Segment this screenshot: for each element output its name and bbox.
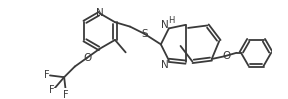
Text: N: N xyxy=(96,8,103,18)
Text: F: F xyxy=(63,90,69,99)
Text: S: S xyxy=(141,29,147,39)
Text: F: F xyxy=(44,70,50,80)
Text: H: H xyxy=(168,16,175,25)
Text: F: F xyxy=(49,85,54,95)
Text: N: N xyxy=(161,60,169,70)
Text: O: O xyxy=(223,51,231,61)
Text: N: N xyxy=(161,20,169,30)
Text: O: O xyxy=(83,53,91,63)
